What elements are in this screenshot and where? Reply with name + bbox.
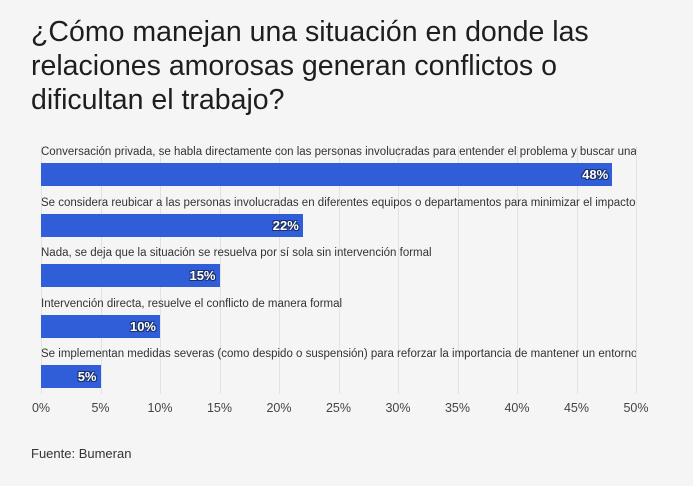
gridline xyxy=(398,146,399,394)
gridline xyxy=(279,146,280,394)
data-label: 22% xyxy=(272,217,299,233)
chart-title: ¿Cómo manejan una situación en donde las… xyxy=(31,16,589,116)
x-tick-label: 40% xyxy=(504,401,530,415)
x-tick-label: 50% xyxy=(623,401,649,415)
gridline xyxy=(636,146,637,394)
x-tick-label: 30% xyxy=(385,401,411,415)
category-label: Intervención directa, resuelve el confli… xyxy=(41,297,343,310)
x-tick-label: 0% xyxy=(31,401,51,415)
category-label: Conversación privada, se habla directame… xyxy=(41,146,636,158)
gridline xyxy=(220,146,221,394)
data-label: 10% xyxy=(129,318,156,334)
bar xyxy=(41,264,220,287)
bar xyxy=(41,213,303,237)
data-label: 5% xyxy=(77,369,97,384)
x-tick-label: 5% xyxy=(91,401,110,415)
gridline xyxy=(339,146,340,394)
category-label: Nada, se deja que la situación se resuel… xyxy=(41,247,432,259)
x-tick-label: 15% xyxy=(206,401,233,415)
gridline xyxy=(577,146,578,394)
category-label: Se considera reubicar a las personas inv… xyxy=(41,196,636,209)
bar xyxy=(41,365,101,388)
category-label: Se implementan medidas severas (como des… xyxy=(41,348,636,360)
x-tick-label: 25% xyxy=(325,401,352,415)
x-tick-label: 20% xyxy=(266,401,292,415)
data-label: 15% xyxy=(189,268,216,283)
bar xyxy=(41,163,613,186)
x-tick-label: 45% xyxy=(563,401,590,415)
gridline xyxy=(517,146,518,394)
gridline xyxy=(458,146,459,394)
source-note: Fuente: Bumeran xyxy=(31,446,132,461)
x-tick-label: 35% xyxy=(444,401,471,415)
x-tick-label: 10% xyxy=(147,401,173,415)
bar xyxy=(41,314,160,338)
data-label: 48% xyxy=(582,167,609,182)
